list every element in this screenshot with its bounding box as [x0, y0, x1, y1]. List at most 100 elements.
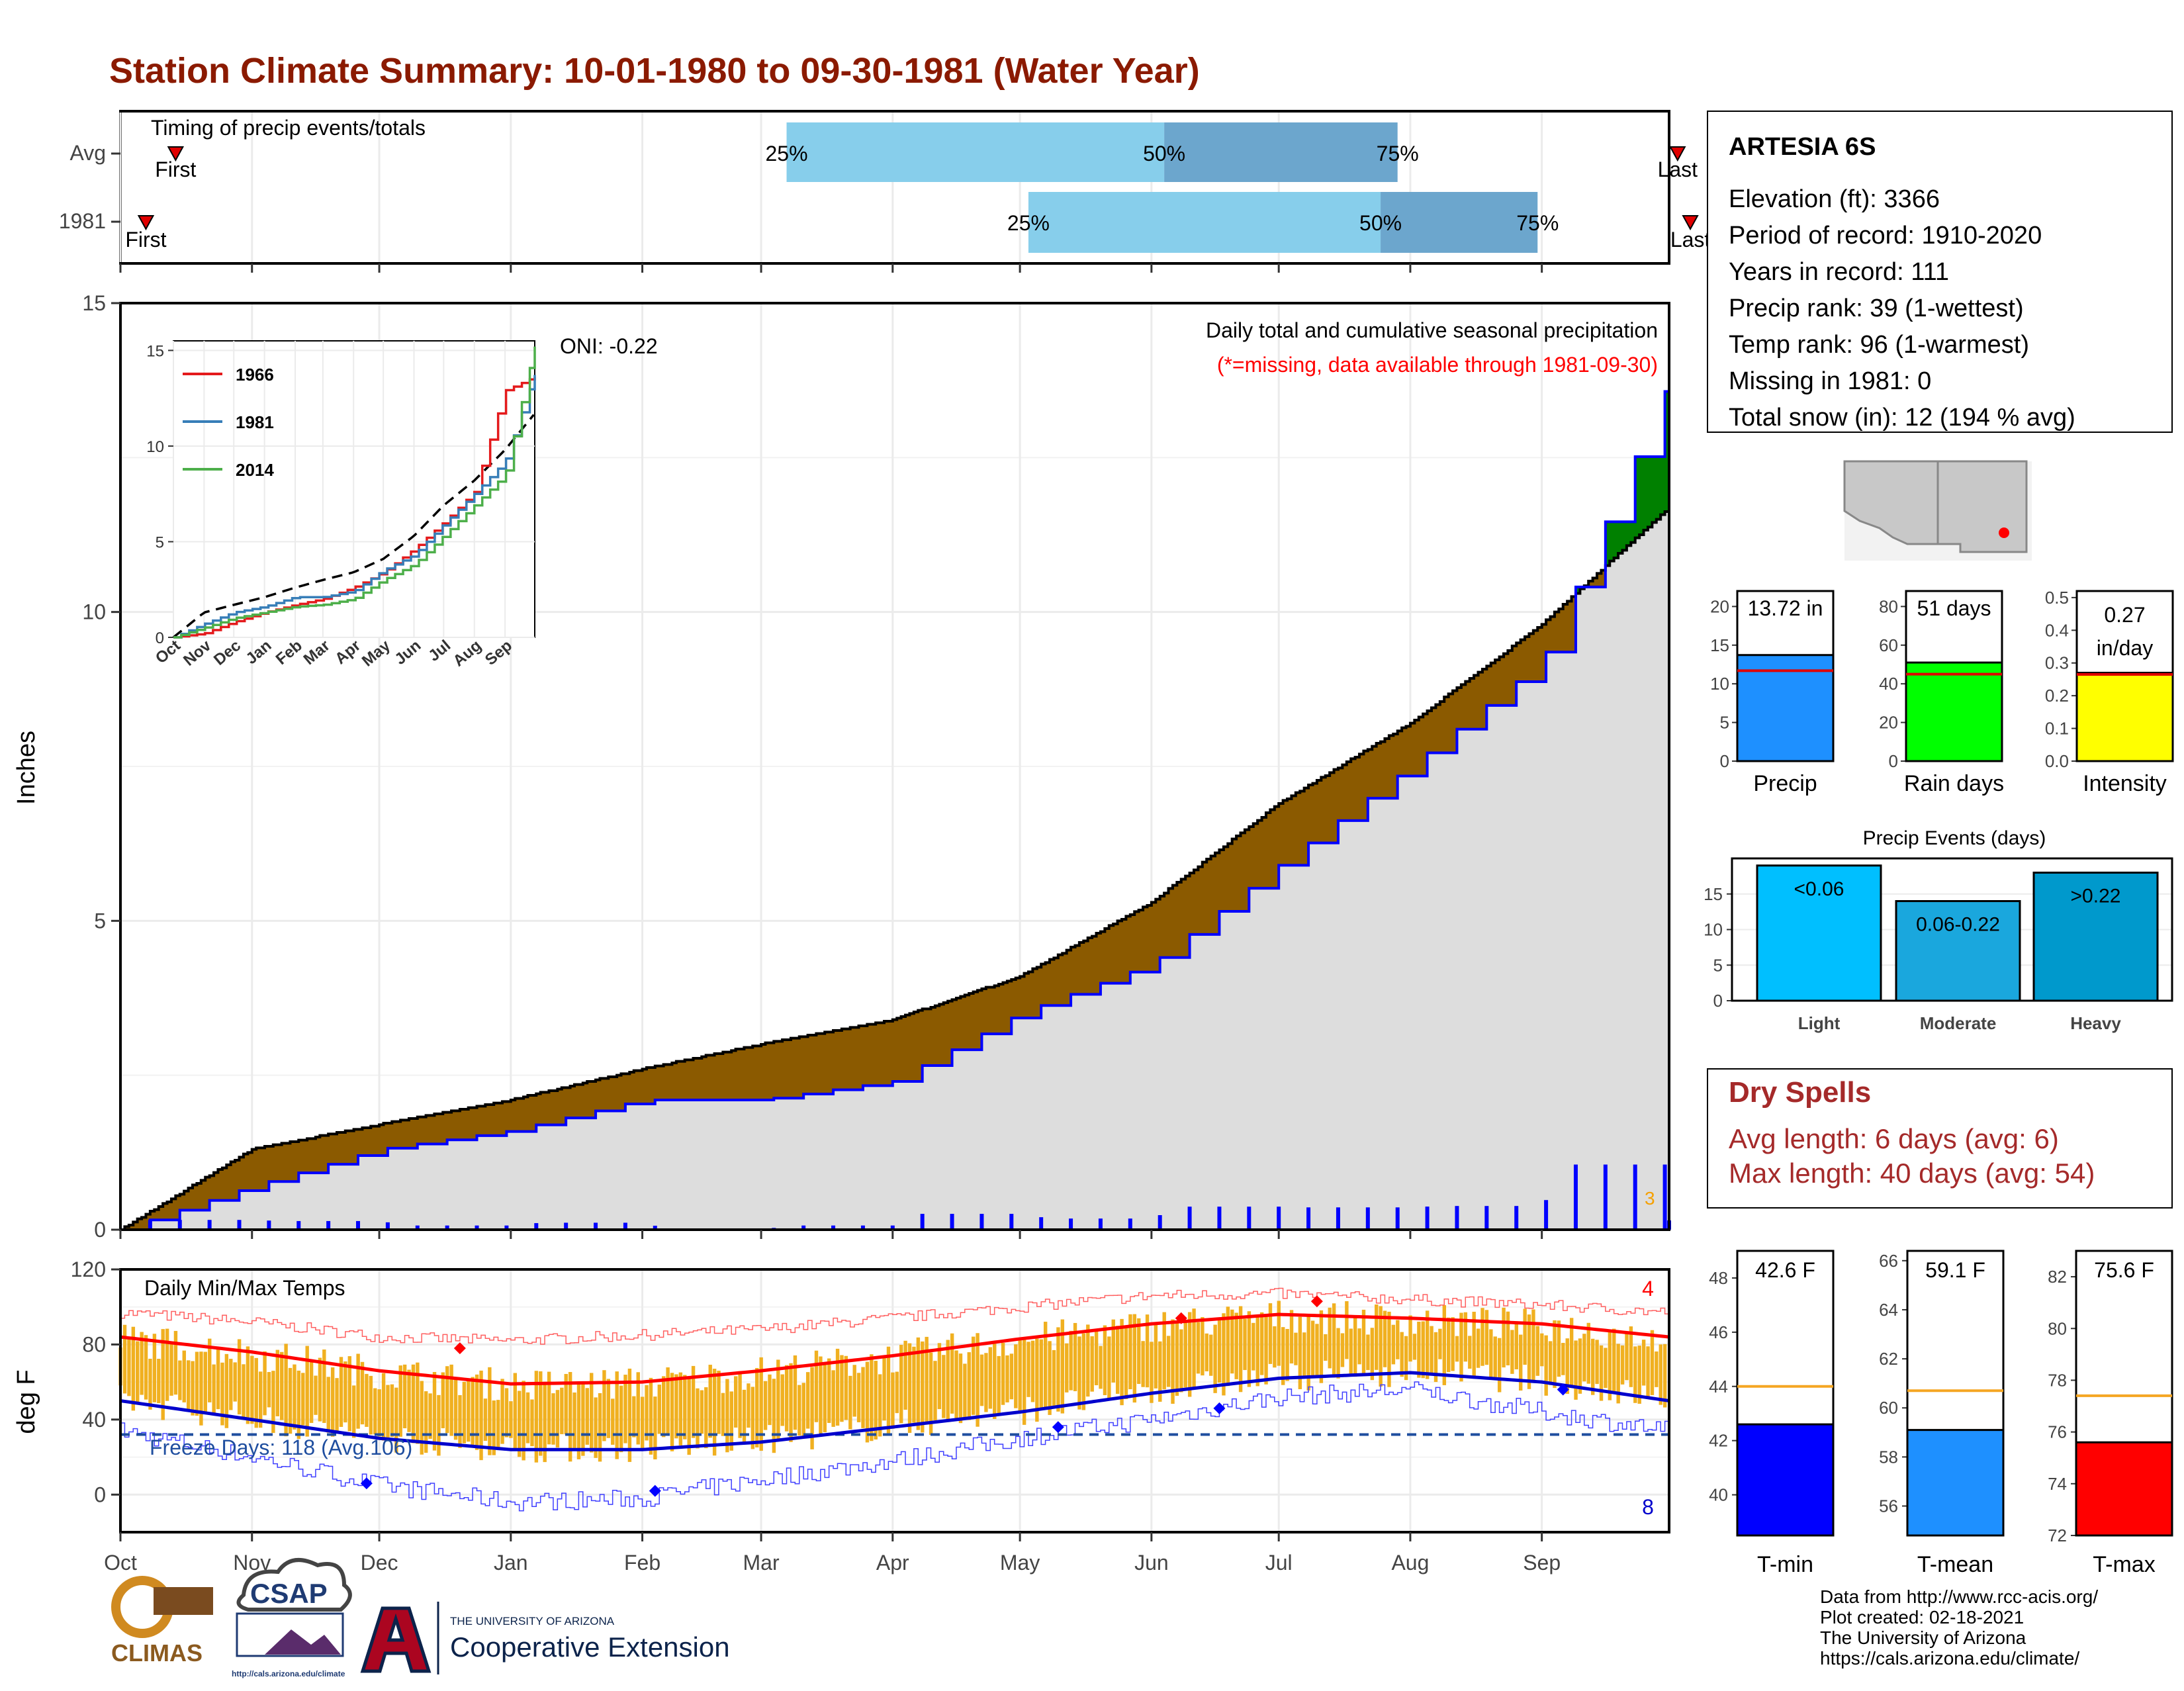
timing-row-avg-label: Avg: [69, 141, 106, 165]
record-low-marker: [360, 1477, 373, 1490]
daily-temp-bar: [407, 1369, 411, 1432]
events-range-label: <0.06: [1794, 878, 1844, 900]
daily-temp-bar: [449, 1364, 453, 1436]
daily-temp-bar: [1655, 1351, 1659, 1387]
daily-temp-bar: [1328, 1307, 1332, 1369]
temp-summary-y-tick-label: 48: [1709, 1268, 1728, 1288]
temp-summary-y-tick-label: 66: [1879, 1251, 1898, 1271]
daily-temp-bar: [1294, 1332, 1298, 1365]
daily-temp-bar: [390, 1384, 394, 1438]
summary-y-tick-label: 80: [1879, 596, 1898, 616]
daily-temp-bar: [602, 1370, 606, 1441]
temp-summary-y-tick-label: 78: [2048, 1370, 2067, 1390]
daily-temp-bar: [1425, 1310, 1430, 1379]
daily-temp-bar: [1298, 1316, 1302, 1389]
daily-precip-bar: [860, 1225, 865, 1230]
daily-temp-bar: [967, 1352, 971, 1420]
daily-temp-bar: [1370, 1328, 1375, 1381]
temperature-summary-panels: 40 42 44 46 48 42.6 F T-min 56 58 60 62 64 66 59.1 F T…: [1709, 1250, 2173, 1577]
daily-temp-bar: [127, 1337, 131, 1396]
temp-x-tick-label: Jul: [1265, 1551, 1293, 1575]
daily-temp-bar: [1404, 1336, 1408, 1381]
daily-temp-bar: [212, 1364, 216, 1414]
daily-precip-bar: [1662, 1164, 1667, 1230]
daily-temp-bar: [152, 1334, 157, 1402]
summary-bar-panels: 0 5 10 15 20 13.72 in Precip 0 20 40 60 80 51 days Ra…: [1710, 588, 2174, 796]
daily-temp-bar: [416, 1362, 420, 1444]
daily-temp-bar: [1039, 1339, 1043, 1410]
daily-temp-bar: [424, 1391, 428, 1453]
timing-avg-75-label: 75%: [1377, 142, 1419, 165]
temp-y-tick-label: 120: [71, 1257, 106, 1281]
daily-temp-bar: [1569, 1318, 1574, 1387]
precip-events-panel: Precip Events (days) 0 5 10 15 <0.06 Light 0.0…: [1704, 827, 2173, 1033]
daily-temp-bar: [1251, 1322, 1255, 1371]
daily-temp-bar: [831, 1370, 835, 1427]
daily-precip-bar: [267, 1220, 271, 1230]
daily-temp-bar: [199, 1351, 203, 1426]
daily-temp-bar: [1014, 1344, 1018, 1408]
record-high-line: [120, 1287, 1670, 1345]
daily-temp-bar: [453, 1378, 458, 1440]
daily-temp-bar: [1489, 1329, 1493, 1380]
events-range-label: >0.22: [2071, 886, 2121, 907]
inset-legend-1966: 1966: [236, 365, 274, 385]
daily-temp-bar: [696, 1388, 700, 1449]
daily-temp-bar: [1451, 1317, 1455, 1371]
daily-temp-range-bars: [118, 1301, 1667, 1463]
daily-temp-bar: [555, 1390, 560, 1448]
summary-category-label: Precip: [1753, 771, 1817, 796]
daily-temp-bar: [805, 1372, 810, 1429]
daily-temp-bar: [598, 1393, 602, 1462]
summary-y-tick-label: 20: [1710, 596, 1729, 616]
daily-temp-bar: [717, 1371, 721, 1434]
daily-temp-bar: [1659, 1344, 1662, 1405]
daily-temp-bar: [1544, 1335, 1548, 1396]
csap-logo: CSAP http://cals.arizona.edu/climate: [232, 1558, 352, 1678]
daily-temp-bar: [1238, 1306, 1243, 1393]
temp-summary-category-label: T-min: [1757, 1552, 1813, 1577]
csap-url: http://cals.arizona.edu/climate: [232, 1669, 345, 1678]
credit-plot-date: Plot created: 02-18-2021: [1820, 1607, 2024, 1627]
station-name: ARTESIA 6S: [1729, 133, 1876, 161]
credit-university: The University of Arizona: [1820, 1627, 2026, 1648]
temp-summary-y-tick-label: 80: [2048, 1318, 2067, 1338]
daily-precip-bar: [385, 1222, 390, 1230]
daily-temp-bar: [984, 1353, 988, 1412]
daily-temp-bar: [322, 1349, 326, 1423]
summary-y-tick-label: 0.1: [2045, 719, 2069, 739]
daily-temp-bar: [242, 1364, 246, 1420]
daily-temp-bar: [500, 1379, 504, 1444]
credits-block: Data from http://www.rcc-acis.org/ Plot …: [1820, 1586, 2098, 1668]
daily-precip-bar: [979, 1214, 984, 1230]
record-low-marker: [1557, 1383, 1569, 1396]
daily-temp-bar: [645, 1385, 649, 1441]
daily-temp-bar: [293, 1364, 296, 1430]
daily-temp-bar: [636, 1372, 640, 1445]
daily-temp-bar: [288, 1367, 293, 1434]
daily-temp-bar: [1391, 1324, 1396, 1365]
daily-temp-bar: [733, 1376, 738, 1428]
page-title: Station Climate Summary: 10-01-1980 to 0…: [109, 51, 1200, 91]
daily-precip-bar: [564, 1222, 569, 1230]
temp-summary-value-label: 59.1 F: [1925, 1258, 1985, 1282]
daily-temp-bar: [551, 1393, 555, 1445]
timing-avg-first-label: First: [155, 158, 196, 181]
daily-temp-bar: [441, 1372, 445, 1428]
daily-precip-bar: [653, 1225, 657, 1230]
daily-temp-bar: [543, 1381, 547, 1463]
daily-temp-bar: [157, 1359, 161, 1404]
freeze-days-label: Freeze Days: 118 (Avg.106): [150, 1436, 412, 1459]
summary-y-tick-label: 0: [1720, 751, 1729, 771]
temp-y-ticks: 0 40 80 120: [71, 1257, 120, 1506]
daily-temp-bar: [1081, 1333, 1086, 1410]
daily-temp-bar: [534, 1371, 539, 1463]
daily-temp-bar: [763, 1381, 768, 1430]
daily-precip-bar: [1425, 1207, 1430, 1230]
daily-temp-bar: [606, 1379, 611, 1438]
daily-temp-bar: [1132, 1314, 1137, 1403]
daily-temp-bar: [513, 1373, 518, 1450]
daily-temp-bar: [1073, 1322, 1077, 1392]
daily-temp-bar: [373, 1388, 377, 1435]
daily-temp-bar: [1557, 1320, 1561, 1377]
